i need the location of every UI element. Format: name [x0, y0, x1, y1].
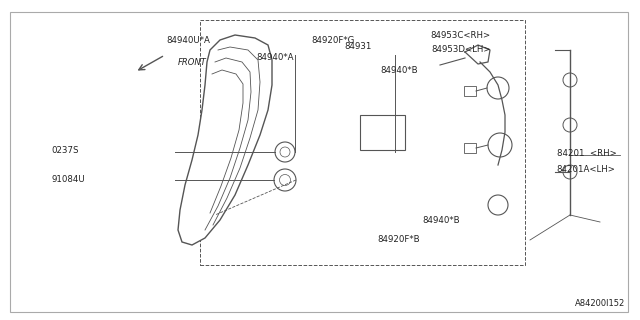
Text: 84920F*B: 84920F*B	[378, 236, 420, 244]
Text: 84940U*A: 84940U*A	[167, 36, 211, 44]
Text: 0237S: 0237S	[51, 146, 79, 155]
Text: 84940*B: 84940*B	[422, 216, 460, 225]
Text: 84940*A: 84940*A	[257, 53, 294, 62]
Text: 84201A<LH>: 84201A<LH>	[557, 165, 616, 174]
Bar	[464, 86, 476, 96]
Bar	[200, 20, 525, 265]
Bar	[464, 143, 476, 153]
Text: A84200l152: A84200l152	[575, 299, 625, 308]
Text: 84931: 84931	[345, 42, 372, 51]
Text: 84201  <RH>: 84201 <RH>	[557, 149, 616, 158]
Text: 91084U: 91084U	[51, 175, 85, 184]
Polygon shape	[178, 35, 272, 245]
Text: 84940*B: 84940*B	[381, 66, 419, 75]
Text: FRONT: FRONT	[178, 58, 207, 67]
Text: 84953C<RH>: 84953C<RH>	[431, 31, 491, 40]
Text: 84920F*G: 84920F*G	[311, 36, 355, 44]
Text: 84953D<LH>: 84953D<LH>	[431, 45, 490, 54]
Bar	[360, 115, 405, 150]
